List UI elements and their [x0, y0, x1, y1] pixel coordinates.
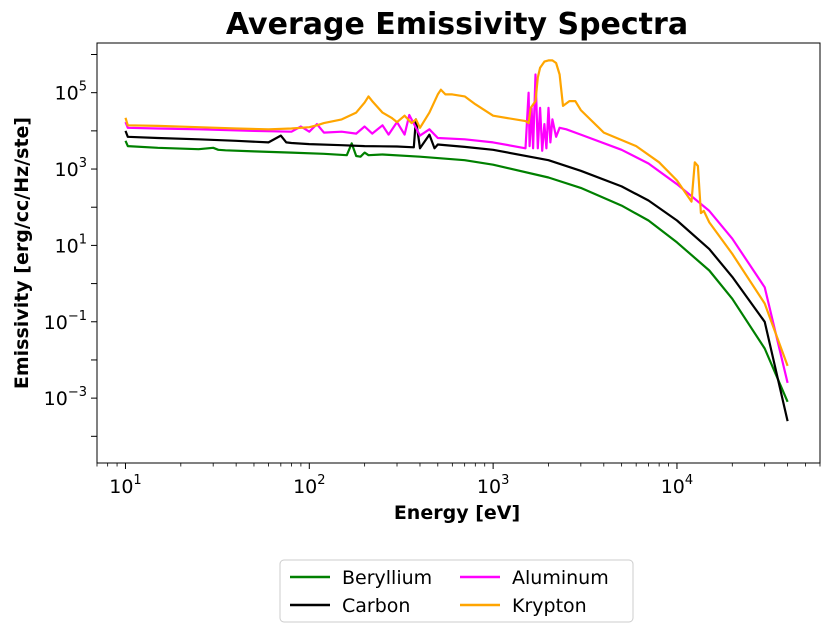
series-line-beryllium [124, 140, 789, 403]
legend: Beryllium Carbon Aluminum Krypton [279, 559, 634, 623]
series-line-krypton [124, 59, 789, 367]
x-axis: 101 102 103 104 [96, 463, 821, 498]
y-axis-label: Emissivity [erg/cc/Hz/ste] [11, 117, 33, 389]
x-tick-label: 103 [477, 473, 509, 498]
series-layer [124, 59, 789, 422]
y-tick-label: 105 [55, 80, 87, 105]
legend-items: Beryllium Carbon Aluminum Krypton [290, 567, 609, 617]
chart-title: Average Emissivity Spectra [226, 7, 688, 42]
y-tick-label: 10−1 [44, 309, 87, 334]
x-tick-label: 101 [109, 473, 141, 498]
legend-box [279, 559, 634, 623]
y-axis: 10−3 10−1 101 103 105 [44, 53, 97, 437]
plot-area: 101 102 103 104 10−3 10−1 101 103 105 [44, 42, 821, 498]
plot-background [97, 43, 820, 463]
legend-label-carbon: Carbon [342, 595, 410, 617]
legend-label-krypton: Krypton [512, 595, 587, 617]
x-axis-label: Energy [eV] [394, 502, 520, 524]
y-tick-label: 103 [55, 156, 87, 181]
y-tick-label: 101 [55, 232, 87, 257]
x-tick-label: 104 [661, 473, 693, 498]
series-line-aluminum [124, 73, 789, 384]
legend-label-beryllium: Beryllium [342, 567, 432, 589]
legend-label-aluminum: Aluminum [512, 567, 609, 589]
x-tick-label: 102 [293, 473, 325, 498]
plot-frame [96, 42, 821, 464]
y-tick-label: 10−3 [44, 385, 87, 410]
